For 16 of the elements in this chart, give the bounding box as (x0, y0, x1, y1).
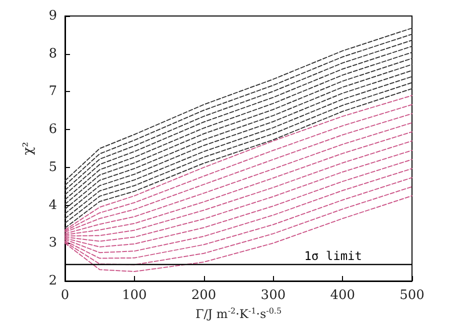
y-tick-label: 9 (48, 8, 57, 24)
y-tick-label: 3 (48, 236, 57, 251)
y-tick-label: 5 (48, 160, 57, 175)
y-tick-label: 6 (48, 122, 57, 138)
x-tick-label: 300 (260, 288, 286, 303)
y-tick-label: 7 (48, 84, 57, 100)
x-tick-label: 0 (60, 288, 70, 303)
x-tick-label: 400 (330, 288, 356, 303)
x-tick-label: 500 (400, 288, 424, 303)
y-tick-label: 2 (48, 274, 57, 288)
y-tick-label: 8 (48, 46, 57, 62)
x-tick-label: 200 (191, 288, 216, 303)
y-axis-title: χ² (21, 142, 36, 156)
x-tick-label: 100 (122, 288, 147, 303)
y-tick-label: 4 (48, 198, 57, 213)
ref-line-label: 1σ limit (304, 248, 362, 263)
